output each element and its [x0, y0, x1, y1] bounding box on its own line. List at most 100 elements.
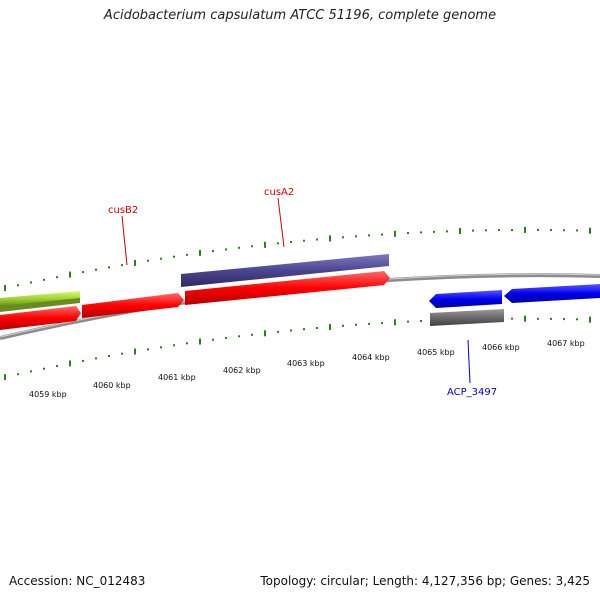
scale-labels: 4059 kbp 4060 kbp 4061 kbp 4062 kbp 4063…: [29, 339, 585, 399]
major-tick: [264, 330, 266, 337]
minor-tick: [108, 266, 110, 269]
green-feature-shadow: [0, 298, 80, 312]
minor-tick: [186, 342, 188, 345]
scale-label: 4059 kbp: [29, 390, 67, 399]
minor-tick: [290, 241, 292, 243]
cusA2-label[interactable]: cusA2: [264, 187, 294, 198]
minor-tick: [537, 317, 539, 320]
minor-tick: [576, 318, 578, 321]
minor-tick: [563, 318, 565, 321]
minor-tick: [381, 233, 383, 236]
major-tick: [589, 316, 591, 323]
minor-tick: [186, 253, 188, 256]
minor-tick: [355, 323, 357, 326]
minor-tick: [433, 230, 435, 233]
major-tick: [329, 323, 331, 330]
minor-tick: [550, 229, 552, 231]
major-tick: [589, 227, 591, 234]
minor-tick: [381, 322, 383, 325]
cusA2-cds[interactable]: [185, 271, 390, 305]
minor-tick: [251, 245, 253, 248]
major-tick: [524, 226, 526, 233]
major-tick: [134, 348, 136, 355]
minor-tick: [511, 317, 513, 320]
minor-tick: [511, 229, 513, 231]
scale-label: 4067 kbp: [547, 339, 585, 348]
cusB2-cds[interactable]: [82, 293, 184, 318]
minor-tick: [303, 239, 305, 242]
scale-label: 4065 kbp: [417, 348, 455, 357]
minor-tick: [30, 370, 32, 373]
minor-tick: [446, 230, 448, 233]
minor-tick: [290, 329, 292, 332]
minor-tick: [537, 228, 539, 231]
minor-tick: [485, 229, 487, 232]
blue-cds-1[interactable]: [429, 290, 502, 308]
acp3497-label[interactable]: ACP_3497: [447, 387, 497, 398]
minor-tick: [303, 328, 305, 331]
blue-cds-2[interactable]: [504, 284, 600, 303]
major-tick: [134, 259, 136, 266]
scale-label: 4062 kbp: [223, 366, 261, 375]
minor-tick: [563, 229, 565, 232]
major-tick: [264, 241, 266, 248]
minor-tick: [56, 365, 58, 367]
major-tick: [69, 360, 71, 367]
acp3497-feature[interactable]: [430, 309, 504, 326]
minor-tick: [225, 248, 227, 251]
minor-tick: [498, 229, 500, 232]
cusB2-leader: [121, 215, 128, 266]
minor-tick: [407, 320, 409, 323]
major-tick: [459, 228, 461, 234]
major-tick: [199, 249, 201, 256]
green-feature[interactable]: [0, 291, 80, 308]
minor-tick: [316, 238, 318, 241]
minor-tick: [420, 231, 422, 234]
minor-tick: [225, 337, 227, 339]
major-tick: [394, 230, 396, 237]
minor-tick: [147, 259, 149, 262]
minor-tick: [95, 268, 97, 271]
minor-tick: [251, 333, 253, 336]
major-tick: [69, 271, 71, 278]
minor-tick: [173, 255, 175, 258]
cusB2-label[interactable]: cusB2: [108, 205, 138, 216]
scale-label: 4060 kbp: [93, 381, 131, 390]
major-tick: [394, 319, 396, 326]
minor-tick: [121, 352, 123, 355]
minor-tick: [238, 246, 240, 249]
major-tick: [4, 374, 6, 381]
minor-tick: [277, 330, 279, 333]
minor-tick: [43, 278, 45, 281]
minor-tick: [108, 355, 110, 357]
minor-tick: [368, 234, 370, 237]
minor-tick: [576, 229, 578, 232]
major-tick: [199, 338, 201, 345]
minor-tick: [550, 317, 552, 320]
minor-tick: [30, 281, 32, 284]
minor-tick: [147, 348, 149, 351]
minor-tick: [277, 242, 279, 245]
scale-label: 4061 kbp: [158, 373, 196, 382]
minor-tick: [212, 250, 214, 253]
major-tick: [329, 235, 331, 242]
minor-tick: [173, 344, 175, 347]
cusA2-feature[interactable]: [181, 254, 389, 287]
minor-tick: [212, 338, 214, 341]
minor-tick: [342, 236, 344, 239]
upper-tick-row: [4, 226, 591, 292]
red-cds-1[interactable]: [0, 306, 81, 330]
scale-label: 4063 kbp: [287, 359, 325, 368]
minor-tick: [407, 232, 409, 235]
minor-tick: [95, 357, 97, 360]
minor-tick: [368, 322, 370, 325]
minor-tick: [160, 257, 162, 260]
minor-tick: [121, 264, 123, 267]
minor-tick: [316, 327, 318, 329]
scale-label: 4066 kbp: [482, 343, 520, 352]
minor-tick: [82, 359, 84, 362]
map-title: Acidobacterium capsulatum ATCC 51196, co…: [103, 8, 497, 23]
minor-tick: [355, 235, 357, 238]
minor-tick: [56, 276, 58, 279]
